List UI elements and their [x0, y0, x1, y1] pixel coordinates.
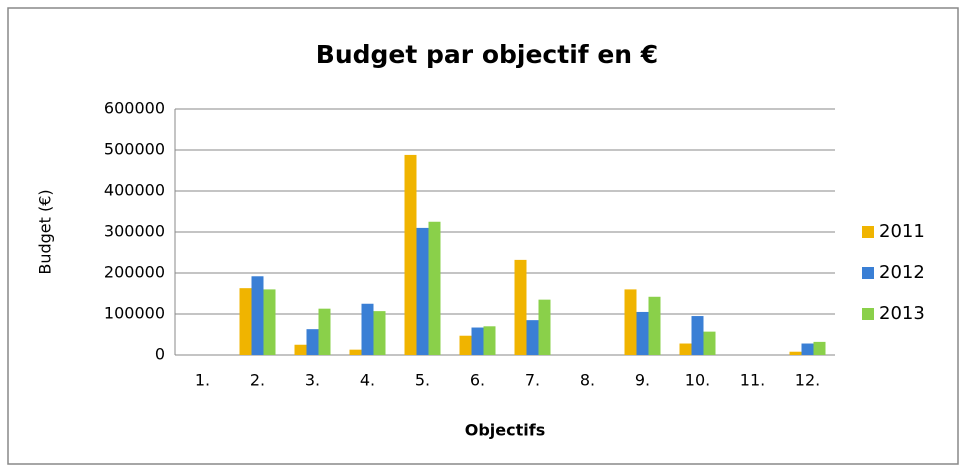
bar [459, 335, 472, 355]
x-tick-label: 9. [635, 371, 650, 390]
bar [483, 326, 496, 355]
x-tick-label: 7. [525, 371, 540, 390]
bar [624, 289, 637, 355]
x-tick-label: 6. [470, 371, 485, 390]
bar [526, 320, 539, 355]
chart-frame [7, 7, 959, 465]
legend-swatch [862, 226, 874, 238]
bar [294, 344, 307, 355]
bar [471, 327, 484, 355]
legend-swatch [862, 308, 874, 320]
bar [318, 308, 331, 355]
x-tick-label: 2. [250, 371, 265, 390]
bar [349, 349, 362, 355]
bar [428, 221, 441, 355]
x-axis-title: Objectifs [465, 421, 546, 440]
bar [691, 316, 704, 355]
bar [703, 331, 716, 355]
bar [373, 311, 386, 355]
y-tick-label: 300000 [104, 222, 165, 241]
bar [679, 343, 692, 355]
y-tick-label: 400000 [104, 181, 165, 200]
bar [801, 343, 814, 355]
bar [813, 341, 826, 355]
x-tick-label: 1. [195, 371, 210, 390]
x-tick-label: 5. [415, 371, 430, 390]
x-tick-label: 3. [305, 371, 320, 390]
bar [239, 288, 252, 355]
bar [404, 154, 417, 355]
bar [636, 311, 649, 355]
x-tick-label: 11. [740, 371, 765, 390]
bar [538, 299, 551, 355]
y-tick-label: 200000 [104, 263, 165, 282]
bar [306, 329, 319, 355]
bar [416, 227, 429, 355]
x-tick-label: 12. [795, 371, 820, 390]
bar [514, 259, 527, 355]
x-tick-label: 8. [580, 371, 595, 390]
chart-title: Budget par objectif en € [316, 40, 658, 69]
legend-swatch [862, 267, 874, 279]
y-tick-label: 100000 [104, 304, 165, 323]
bar [789, 351, 802, 355]
y-tick-label: 500000 [104, 140, 165, 159]
legend-label: 2011 [879, 221, 925, 242]
x-tick-label: 4. [360, 371, 375, 390]
y-tick-label: 600000 [104, 99, 165, 118]
bar [361, 303, 374, 355]
bar [648, 296, 661, 355]
x-tick-label: 10. [685, 371, 710, 390]
bar [251, 276, 264, 355]
y-axis-title: Budget (€) [36, 189, 55, 274]
bar [263, 289, 276, 355]
legend-label: 2012 [879, 262, 925, 283]
legend-label: 2013 [879, 303, 925, 324]
y-tick-label: 0 [155, 345, 165, 364]
